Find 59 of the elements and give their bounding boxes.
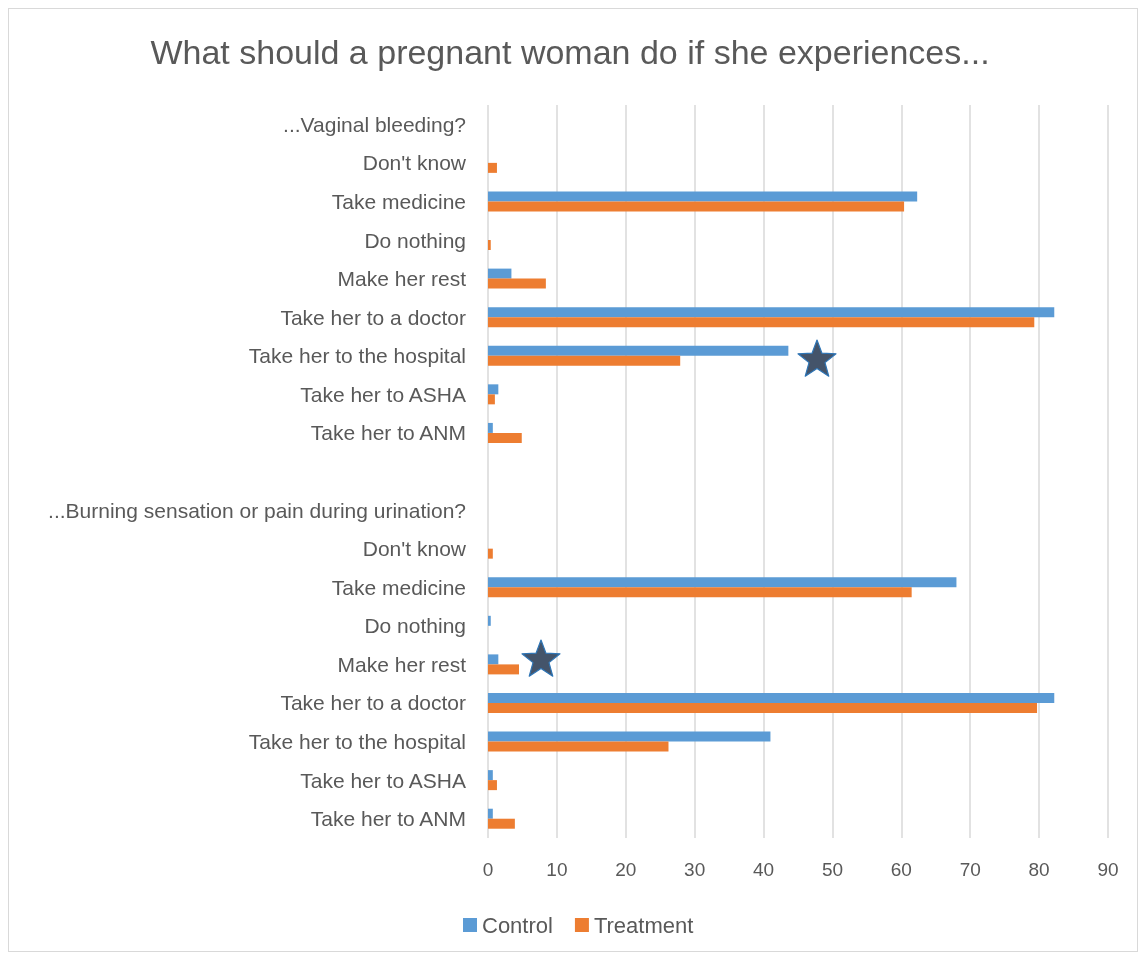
bar (488, 664, 519, 675)
x-tick-label: 60 (890, 859, 912, 880)
x-tick-label: 0 (482, 859, 494, 880)
x-tick-label: 70 (959, 859, 981, 880)
bar (488, 240, 491, 251)
x-tick-label: 90 (1097, 859, 1119, 880)
y-tick-label: Take medicine (331, 189, 466, 213)
x-tick-label: 80 (1028, 859, 1050, 880)
bar (488, 422, 493, 433)
bar (488, 345, 789, 356)
x-tick-label: 40 (752, 859, 775, 880)
y-tick-label: Take her to the hospital (248, 730, 466, 754)
bar (488, 384, 499, 395)
bar (488, 780, 497, 791)
bar (488, 278, 546, 289)
y-tick-label: ...Vaginal bleeding? (283, 112, 466, 136)
y-tick-label: Take her to a doctor (280, 691, 466, 715)
y-tick-label: Take medicine (331, 575, 466, 599)
bar (488, 654, 499, 665)
bar (488, 268, 512, 279)
bar (488, 731, 771, 742)
y-tick-label: Take her to ASHA (300, 768, 466, 792)
y-tick-label: Do nothing (364, 228, 466, 252)
bar (488, 692, 1055, 703)
legend-label: Control (482, 912, 553, 938)
y-tick-label: Take her to a doctor (280, 305, 466, 329)
y-tick-label: Do nothing (364, 614, 466, 638)
x-tick-label: 30 (684, 859, 706, 880)
x-tick-label: 50 (821, 859, 844, 880)
bar (488, 702, 1038, 713)
bar (488, 307, 1055, 318)
bar (488, 615, 491, 626)
bar (488, 317, 1035, 328)
y-tick-label: Take her to ANM (310, 807, 466, 831)
bar (488, 548, 493, 559)
y-tick-label: Take her to the hospital (248, 344, 466, 368)
bar (488, 432, 522, 443)
bar (488, 394, 495, 405)
bar (488, 587, 912, 598)
bar (488, 577, 957, 588)
legend-label: Treatment (593, 912, 694, 938)
bar (488, 191, 918, 202)
bar (488, 808, 493, 819)
y-tick-label: ...Burning sensation or pain during urination? (48, 498, 466, 522)
y-tick-label: Make her rest (337, 267, 467, 291)
y-tick-label: Don't know (362, 537, 467, 561)
bar (488, 355, 681, 366)
bar (488, 818, 515, 829)
chart-title: What should a pregnant woman do if she experiences... (150, 33, 990, 71)
bar (488, 201, 905, 212)
bar (488, 741, 669, 752)
y-tick-label: Take her to ANM (310, 421, 466, 445)
y-tick-label: Make her rest (337, 652, 467, 676)
bar (488, 770, 493, 781)
y-tick-label: Don't know (362, 151, 467, 175)
x-tick-label: 20 (615, 859, 637, 880)
bar (488, 162, 497, 173)
x-tick-label: 10 (546, 859, 568, 880)
y-tick-label: Take her to ASHA (300, 382, 466, 406)
